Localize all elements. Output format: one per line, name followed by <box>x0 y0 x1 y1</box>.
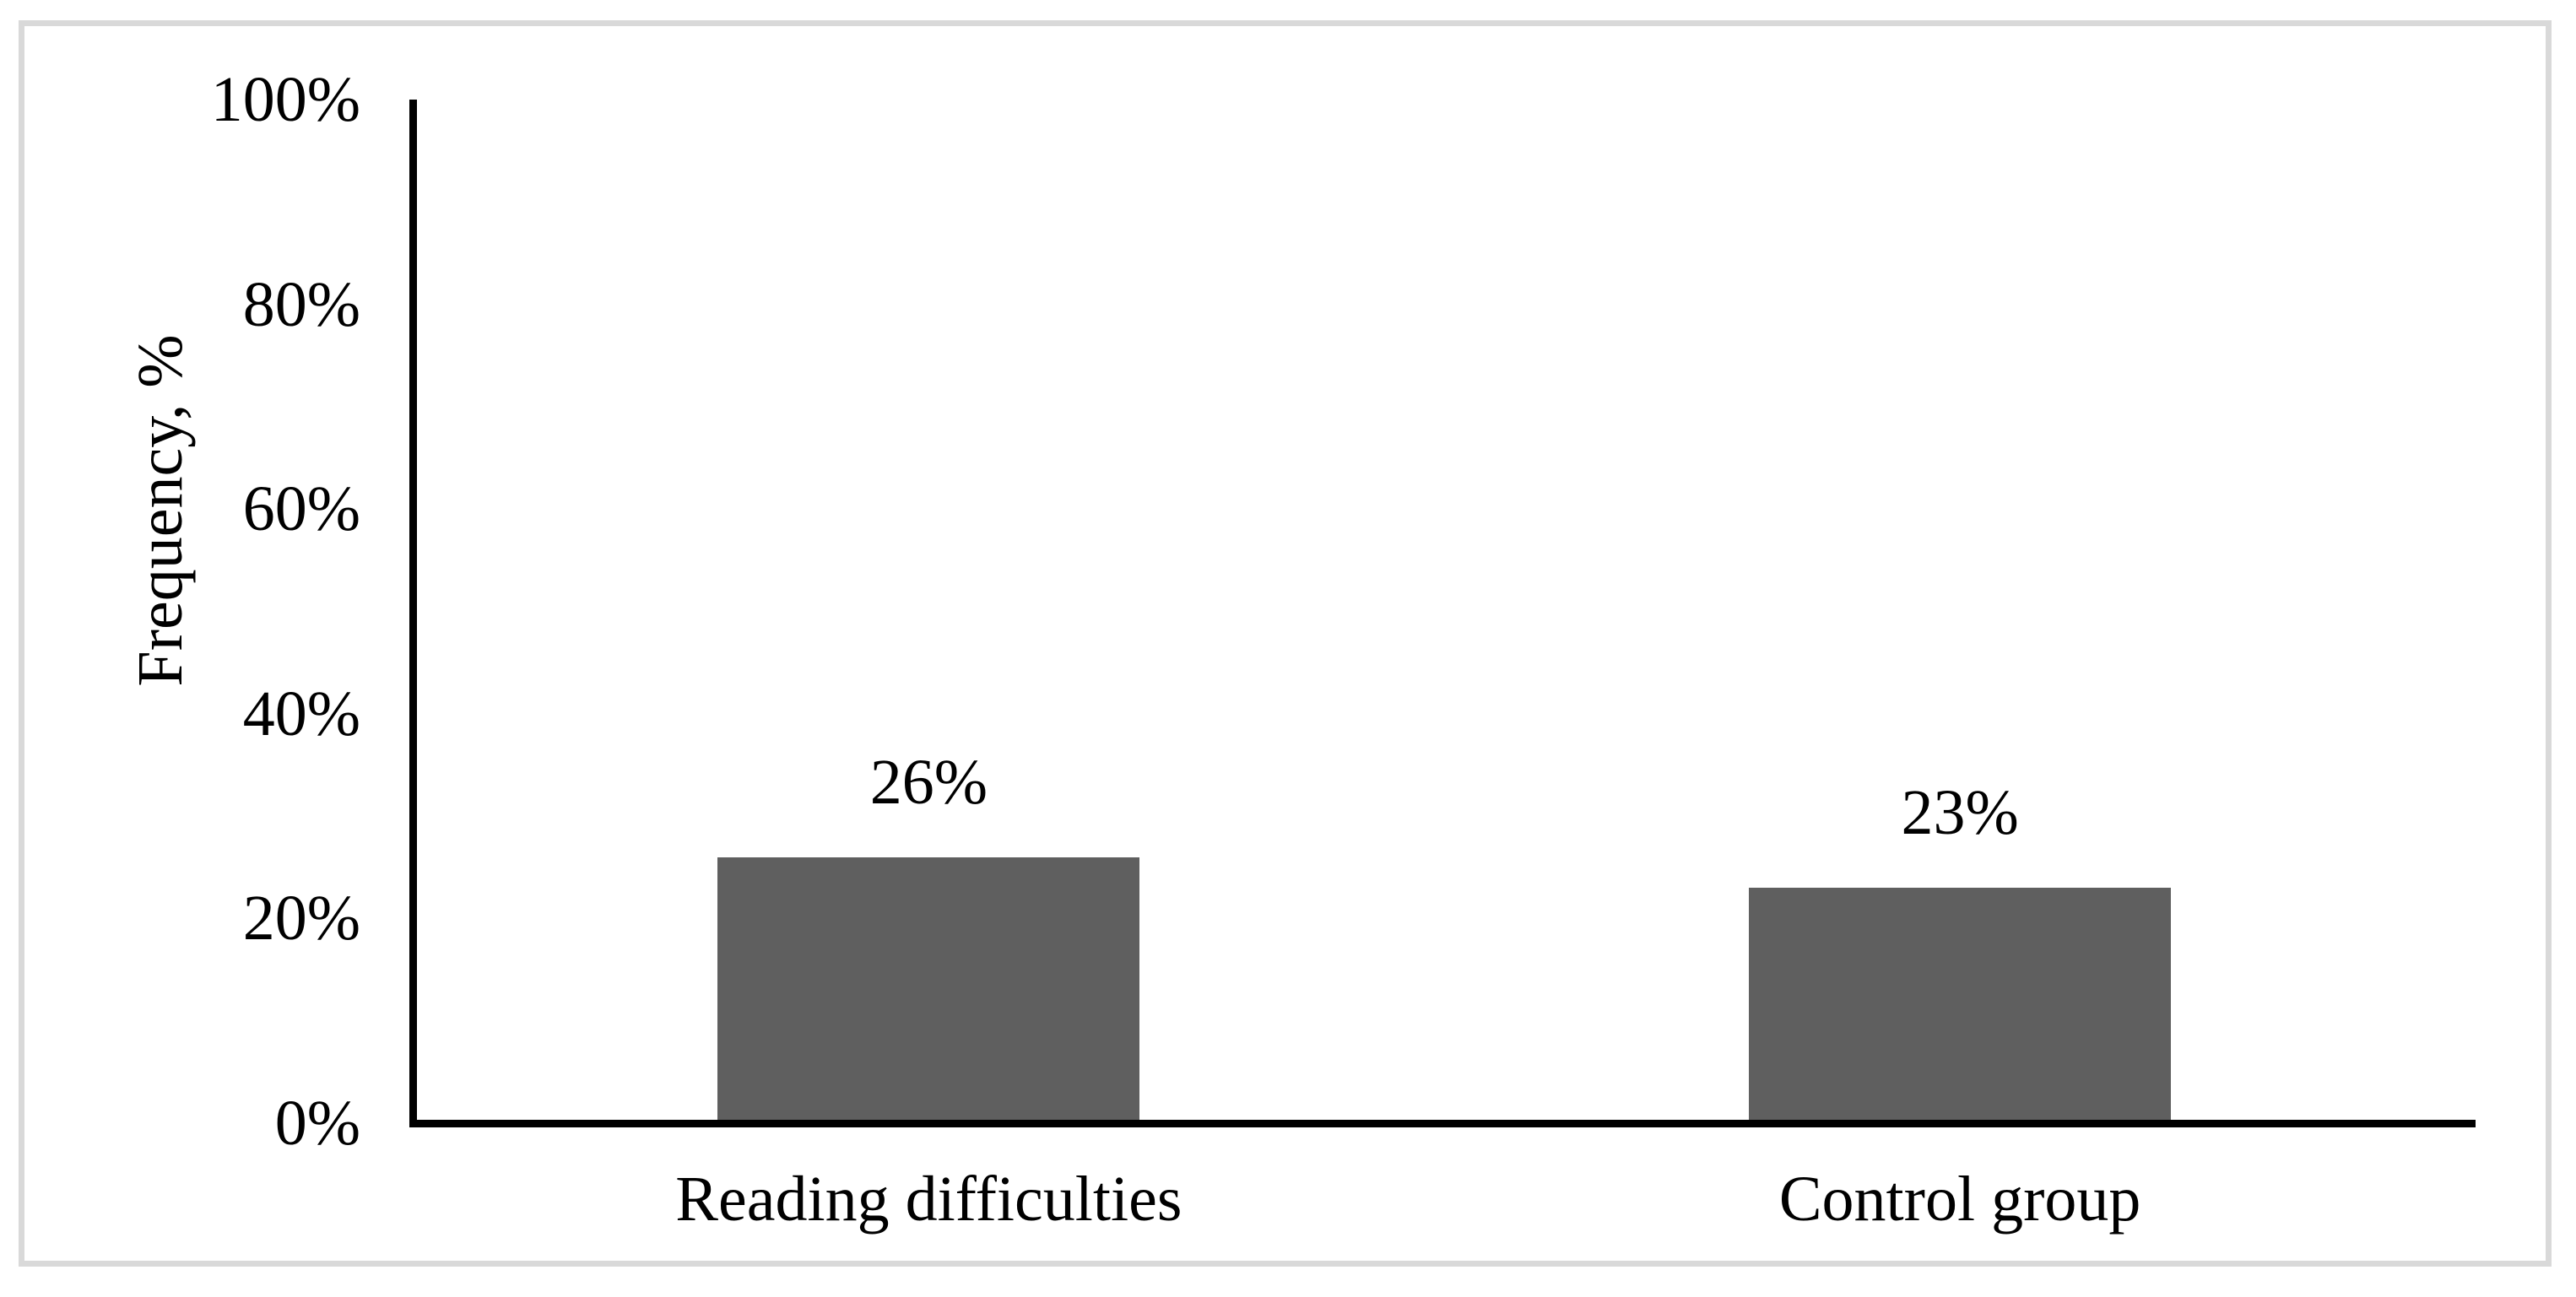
figure-border <box>19 20 2552 1267</box>
bar-control-group <box>1749 888 2172 1123</box>
y-axis-line <box>409 100 417 1127</box>
y-tick-label-80-: 80% <box>242 268 360 340</box>
y-tick-label-0-: 0% <box>274 1088 360 1159</box>
category-label-control-group: Control group <box>1778 1164 2141 1235</box>
bar-reading-difficulties <box>717 857 1140 1123</box>
x-axis-line <box>409 1120 2476 1127</box>
category-label-reading-difficulties: Reading difficulties <box>675 1164 1182 1235</box>
y-tick-label-40-: 40% <box>242 678 360 749</box>
y-tick-label-100-: 100% <box>210 64 360 135</box>
data-label-control-group: 23% <box>1901 777 2019 848</box>
y-tick-label-60-: 60% <box>242 473 360 545</box>
y-tick-label-20-: 20% <box>242 883 360 954</box>
data-label-reading-difficulties: 26% <box>869 746 988 818</box>
